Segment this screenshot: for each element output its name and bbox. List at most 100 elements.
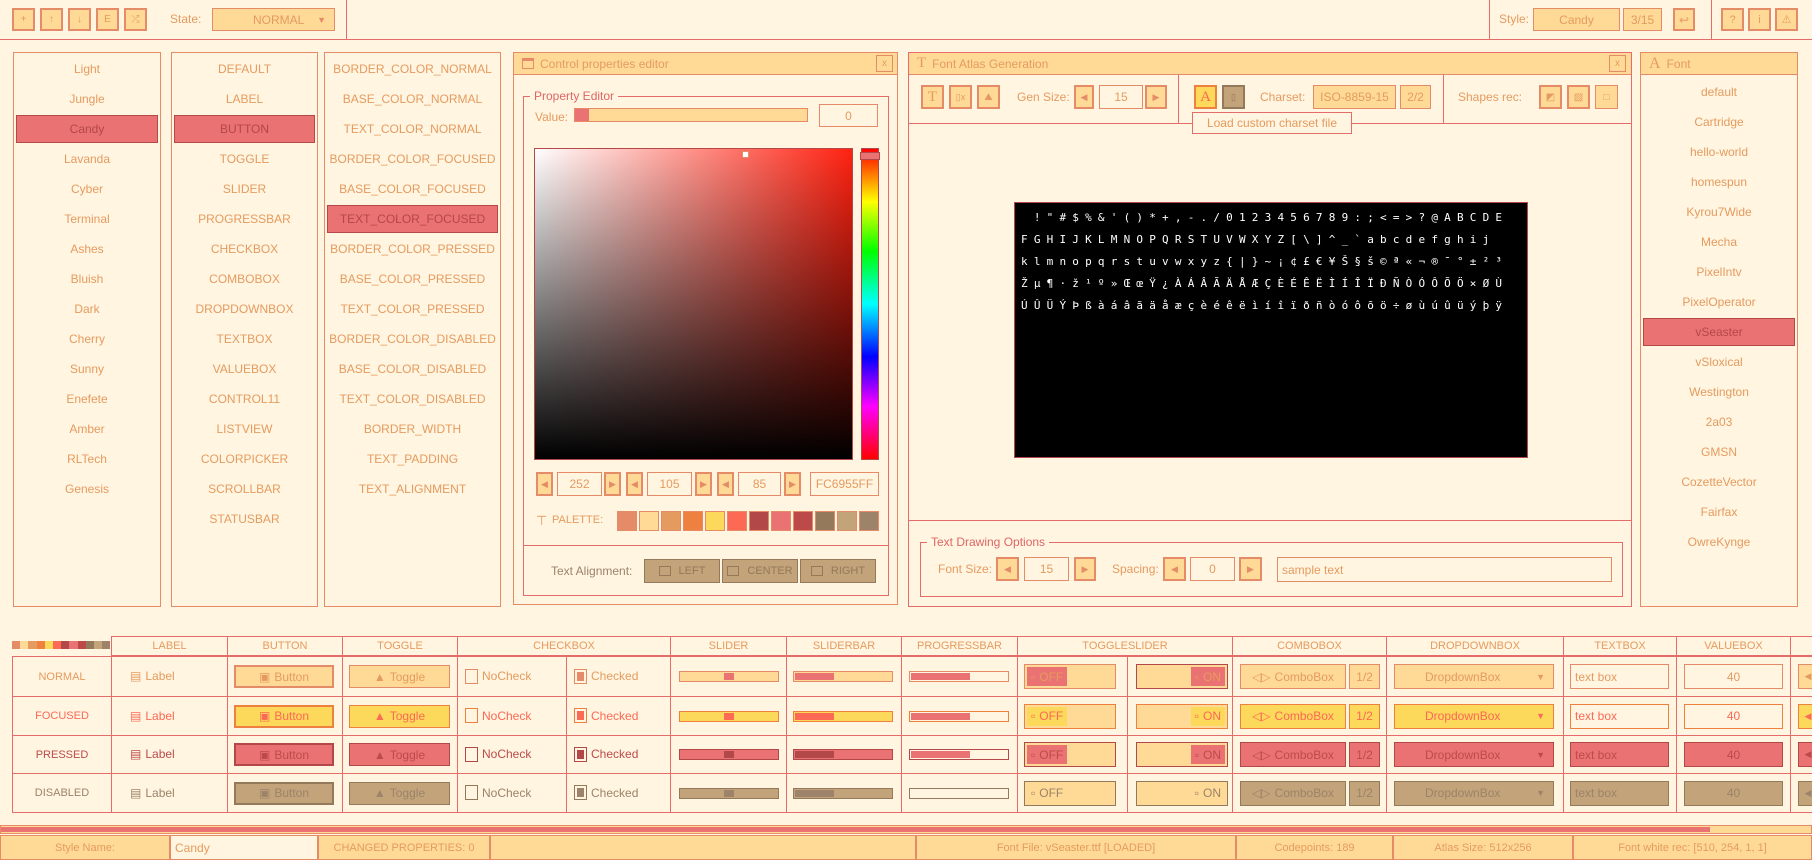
style-list-item[interactable]: Amber <box>69 422 105 436</box>
b-decrement[interactable]: ◀ <box>717 472 734 496</box>
sliderbar-widget[interactable] <box>793 710 893 722</box>
font-list-item[interactable]: PixelOperator <box>1682 295 1756 309</box>
align-center-button[interactable]: CENTER <box>722 559 798 583</box>
charset-selector[interactable]: ISO-8859-15 <box>1313 85 1396 109</box>
close-button[interactable]: x <box>1609 55 1626 72</box>
style-list-item[interactable]: Lavanda <box>63 152 111 166</box>
control-list-item[interactable]: COMBOBOX <box>209 272 280 286</box>
toggleslider-on[interactable]: ▫ ON <box>1136 780 1228 806</box>
spinner-decrement[interactable]: ◀ <box>1798 780 1812 806</box>
combobox-widget[interactable]: ◁▷ ComboBox <box>1240 742 1346 767</box>
sliderbar-widget[interactable] <box>793 749 893 760</box>
dropdown-widget[interactable]: DropdownBox ▼ <box>1394 780 1554 806</box>
style-list-item[interactable]: Genesis <box>64 482 110 496</box>
load-font-button[interactable]: T <box>921 85 944 109</box>
slider-thumb[interactable] <box>724 712 734 720</box>
control-list-item[interactable]: TOGGLE <box>219 152 270 166</box>
style-selector[interactable]: Candy <box>1533 8 1620 31</box>
property-list-item[interactable]: BASE_COLOR_NORMAL <box>342 92 483 106</box>
toggleslider-on[interactable]: ▫ ON <box>1136 664 1228 689</box>
control-list-item[interactable]: DEFAULT <box>217 62 272 76</box>
style-list-item[interactable]: Bluish <box>70 272 104 286</box>
combobox-widget[interactable]: ◁▷ ComboBox <box>1240 703 1346 729</box>
spacing-input[interactable]: 0 <box>1190 557 1235 581</box>
style-name-input[interactable]: Candy <box>170 835 318 860</box>
valuebox-widget[interactable]: 40 <box>1684 664 1783 689</box>
property-list-item[interactable]: TEXT_COLOR_PRESSED <box>340 302 485 316</box>
slider-widget[interactable] <box>679 671 779 682</box>
control-list-item[interactable]: BUTTON <box>174 115 315 143</box>
control-list-item[interactable]: SCROLLBAR <box>208 482 281 496</box>
progressbar-widget[interactable] <box>909 787 1009 799</box>
combobox-selector[interactable]: 1/2 <box>1349 703 1380 729</box>
style-list-item[interactable]: Terminal <box>64 212 110 226</box>
control-list-item[interactable]: STATUSBAR <box>209 512 280 526</box>
slider-thumb[interactable] <box>724 673 734 680</box>
checkbox-unchecked[interactable]: NoCheck <box>465 783 555 803</box>
slider-widget[interactable] <box>679 710 779 722</box>
font-list-item[interactable]: Kyrou7Wide <box>1686 205 1752 219</box>
value-slider[interactable] <box>574 108 808 122</box>
dropdown-widget[interactable]: DropdownBox ▼ <box>1394 742 1554 767</box>
property-list-item[interactable]: BORDER_COLOR_PRESSED <box>330 242 495 256</box>
sliderbar-widget[interactable] <box>793 787 893 799</box>
new-file-button[interactable]: + <box>12 8 35 31</box>
property-list-item[interactable]: TEXT_COLOR_NORMAL <box>343 122 482 136</box>
toggleslider-off[interactable]: ▫ OFF <box>1024 703 1116 729</box>
toggle-widget[interactable]: ▲ Toggle <box>349 704 450 728</box>
palette-swatch[interactable] <box>771 511 791 531</box>
combobox-widget[interactable]: ◁▷ ComboBox <box>1240 664 1346 689</box>
property-list-item[interactable]: BASE_COLOR_FOCUSED <box>339 182 486 196</box>
toggleslider-on[interactable]: ▫ ON <box>1136 742 1228 767</box>
info-button[interactable]: i <box>1748 8 1771 31</box>
control-list-item[interactable]: LABEL <box>225 92 264 106</box>
button-widget[interactable]: ▣ Button <box>234 743 334 766</box>
spinner-decrement[interactable]: ◀ <box>1798 664 1812 689</box>
font-list-item[interactable]: CozetteVector <box>1681 475 1757 489</box>
style-list-item[interactable]: RLTech <box>67 452 107 466</box>
checkbox-unchecked[interactable]: NoCheck <box>465 744 555 764</box>
checkbox-checked[interactable]: Checked <box>574 666 664 686</box>
spacing-decrement[interactable]: ◀ <box>1163 557 1186 581</box>
palette-swatch[interactable] <box>683 511 703 531</box>
property-list-item[interactable]: TEXT_COLOR_FOCUSED <box>327 205 498 233</box>
valuebox-widget[interactable]: 40 <box>1684 742 1783 767</box>
palette-swatch[interactable] <box>749 511 769 531</box>
checkbox-checked[interactable]: Checked <box>574 783 664 803</box>
random-button[interactable]: ⤮ <box>124 8 147 31</box>
spinner-decrement[interactable]: ◀ <box>1798 703 1812 729</box>
control-list-item[interactable]: LISTVIEW <box>216 422 273 436</box>
textbox-widget[interactable]: text box <box>1570 664 1669 689</box>
property-list-item[interactable]: BORDER_COLOR_FOCUSED <box>329 152 496 166</box>
textbox-widget[interactable]: text box <box>1570 742 1669 767</box>
help-button[interactable]: ? <box>1721 8 1744 31</box>
shapes-rec-select-button[interactable]: ▧ <box>1567 85 1590 109</box>
combobox-selector[interactable]: 1/2 <box>1349 664 1380 689</box>
checkbox-checked[interactable]: Checked <box>574 744 664 764</box>
toggleslider-off[interactable]: ▫ OFF <box>1024 780 1116 806</box>
unload-font-button[interactable]: ▯x <box>949 85 972 109</box>
export-file-button[interactable]: E <box>96 8 119 31</box>
slider-widget[interactable] <box>679 749 779 760</box>
palette-swatch[interactable] <box>859 511 879 531</box>
spacing-increment[interactable]: ▶ <box>1239 557 1262 581</box>
load-file-button[interactable]: ↑ <box>40 8 63 31</box>
sliderbar-widget[interactable] <box>793 671 893 682</box>
b-input[interactable]: 85 <box>738 472 781 496</box>
style-list-item[interactable]: Jungle <box>69 92 105 106</box>
button-widget[interactable]: ▣ Button <box>234 704 334 728</box>
r-increment[interactable]: ▶ <box>604 472 621 496</box>
font-list-item[interactable]: GMSN <box>1701 445 1737 459</box>
shapes-rec-set-button[interactable]: ◩ <box>1539 85 1562 109</box>
spinner-decrement[interactable]: ◀ <box>1798 742 1812 767</box>
color-picker-selector[interactable] <box>741 151 749 159</box>
palette-swatch[interactable] <box>617 511 637 531</box>
style-list-item[interactable]: Enefete <box>66 392 108 406</box>
font-list-item[interactable]: Mecha <box>1700 235 1738 249</box>
toggle-widget[interactable]: ▲ Toggle <box>349 781 450 805</box>
font-list-item[interactable]: 2a03 <box>1705 415 1733 429</box>
textbox-widget[interactable]: text box <box>1570 703 1669 729</box>
valuebox-widget[interactable]: 40 <box>1684 703 1783 729</box>
align-right-button[interactable]: RIGHT <box>800 559 876 583</box>
property-list-item[interactable]: TEXT_COLOR_DISABLED <box>339 392 486 406</box>
